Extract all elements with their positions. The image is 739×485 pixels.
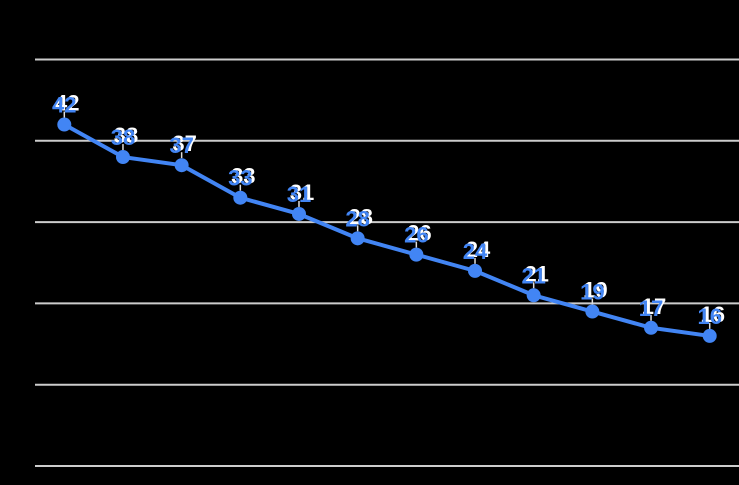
data-point-label-halo: 26 (407, 221, 431, 246)
data-point-label-halo: 31 (290, 180, 314, 205)
gridlines-group (35, 58, 739, 467)
data-point-label-halo: 16 (700, 302, 724, 327)
data-point-label-halo: 37 (172, 131, 196, 156)
data-point (115, 150, 130, 165)
data-point-label-halo: 28 (348, 204, 372, 229)
data-points-group (57, 117, 717, 343)
data-point-label-halo: 21 (524, 261, 548, 286)
data-point (291, 206, 306, 221)
data-point (233, 190, 248, 205)
data-point-label-halo: 42 (55, 91, 79, 116)
data-point-label: 19 (580, 280, 604, 305)
data-point (409, 247, 424, 262)
data-point-label-halo: 38 (114, 123, 138, 148)
data-point-label: 37 (169, 133, 193, 158)
data-point-label: 28 (345, 206, 369, 231)
data-point (644, 320, 659, 335)
data-point (702, 328, 717, 343)
data-point-label: 38 (111, 125, 135, 150)
data-point-label: 31 (287, 182, 311, 207)
data-point-label: 16 (697, 304, 721, 329)
data-point (57, 117, 72, 132)
data-point-label: 26 (404, 223, 428, 248)
data-point-label-halo: 19 (583, 278, 607, 303)
data-point-label: 42 (52, 93, 76, 118)
data-point-label-halo: 17 (642, 294, 666, 319)
data-point (350, 231, 365, 246)
data-point (174, 158, 189, 173)
data-point-label: 33 (228, 166, 252, 191)
data-point-label-halo: 24 (466, 237, 491, 262)
data-point (585, 304, 600, 319)
data-point-label-halo: 33 (231, 164, 255, 189)
data-point-label: 21 (521, 263, 545, 288)
leader-lines-group (63, 111, 711, 329)
data-point-label: 17 (639, 296, 663, 321)
data-point (526, 288, 541, 303)
data-point (468, 263, 483, 278)
data-point-label: 24 (463, 239, 488, 264)
series-line (62, 122, 712, 338)
